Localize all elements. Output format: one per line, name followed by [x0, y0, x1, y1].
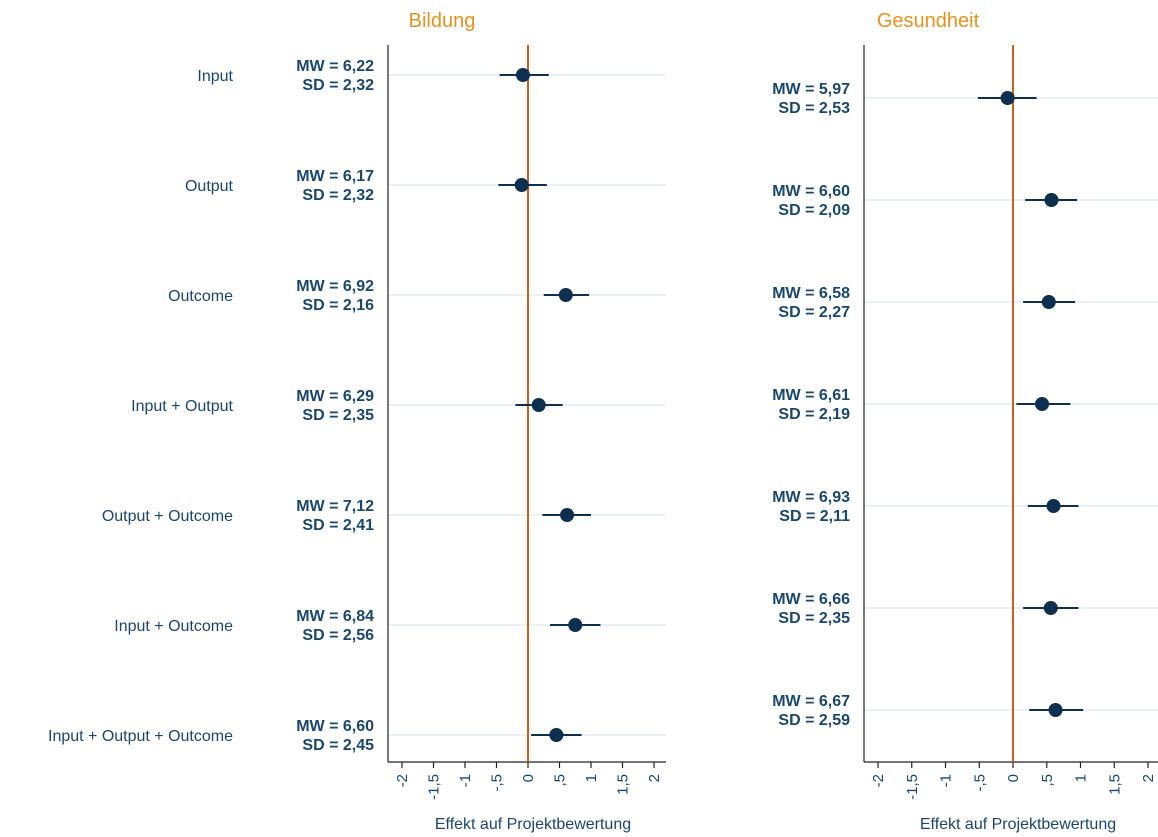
mean-label: MW = 6,22 — [296, 58, 374, 75]
sd-label: SD = 2,27 — [778, 304, 850, 321]
x-tick-label: -1 — [938, 774, 955, 787]
x-tick-label: -2 — [870, 774, 887, 787]
sd-label: SD = 2,45 — [302, 737, 374, 754]
estimate-point — [1043, 601, 1058, 615]
x-tick-label: -1,5 — [426, 774, 443, 800]
mean-label: MW = 6,61 — [772, 387, 850, 404]
estimate-point — [568, 618, 583, 632]
sd-label: SD = 2,56 — [302, 627, 374, 644]
x-tick-label: 1,5 — [1106, 774, 1123, 795]
panel-0: Bildung -2 -1,5 -1 -,5 0 ,5 1 1,5 2 Effekt auf Pro… — [48, 10, 666, 833]
mean-label: MW = 6,92 — [296, 278, 374, 295]
mean-label: MW = 6,60 — [296, 718, 374, 735]
x-tick-label: ,5 — [552, 774, 569, 787]
mean-label: MW = 6,67 — [772, 693, 850, 710]
estimate-point — [1035, 397, 1050, 411]
category-label: Outcome — [168, 288, 233, 305]
x-tick-label: 0 — [1005, 774, 1022, 782]
x-axis-title: Effekt auf Projektbewertung — [920, 816, 1116, 833]
category-label: Input + Outcome — [114, 618, 233, 635]
x-tick-label: -1,5 — [904, 774, 921, 800]
estimate-point — [1000, 91, 1015, 105]
x-tick-label: 1,5 — [615, 774, 632, 795]
category-label: Output — [185, 178, 234, 195]
x-axis-title: Effekt auf Projektbewertung — [435, 816, 631, 833]
x-tick-label: 1 — [583, 774, 600, 782]
mean-label: MW = 6,17 — [296, 168, 374, 185]
category-label: Input — [197, 68, 233, 85]
sd-label: SD = 2,11 — [779, 508, 850, 525]
estimate-point — [515, 68, 530, 82]
x-tick-label: -,5 — [971, 774, 988, 792]
estimate-point — [514, 178, 529, 192]
x-tick-label: 0 — [520, 774, 537, 782]
sd-label: SD = 2,59 — [778, 712, 850, 729]
sd-label: SD = 2,09 — [778, 202, 850, 219]
mean-label: MW = 6,93 — [772, 489, 850, 506]
panel-title: Gesundheit — [877, 10, 980, 32]
x-tick-label: ,5 — [1039, 774, 1056, 787]
estimate-point — [1048, 703, 1063, 717]
estimate-point — [549, 728, 564, 742]
x-tick-label: -2 — [394, 774, 411, 787]
mean-label: MW = 7,12 — [296, 498, 374, 515]
mean-label: MW = 6,58 — [772, 285, 850, 302]
x-tick-label: 2 — [646, 774, 663, 782]
x-tick-label: 1 — [1073, 774, 1090, 782]
mean-label: MW = 6,29 — [296, 388, 374, 405]
estimate-point — [560, 508, 575, 522]
x-tick-label: 2 — [1140, 774, 1157, 782]
category-label: Input + Output + Outcome — [48, 728, 233, 745]
sd-label: SD = 2,32 — [302, 77, 374, 94]
mean-label: MW = 5,97 — [772, 81, 850, 98]
estimate-point — [1046, 499, 1061, 513]
mean-label: MW = 6,84 — [296, 608, 374, 625]
category-label: Input + Output — [131, 398, 233, 415]
sd-label: SD = 2,35 — [302, 407, 374, 424]
category-label: Output + Outcome — [102, 508, 233, 525]
sd-label: SD = 2,32 — [302, 187, 374, 204]
sd-label: SD = 2,35 — [778, 610, 850, 627]
estimate-point — [558, 288, 573, 302]
mean-label: MW = 6,66 — [772, 591, 850, 608]
x-tick-label: -,5 — [489, 774, 506, 792]
x-tick-label: -1 — [457, 774, 474, 787]
estimate-point — [1041, 295, 1056, 309]
sd-label: SD = 2,19 — [778, 406, 850, 423]
sd-label: SD = 2,41 — [302, 517, 374, 534]
mean-label: MW = 6,60 — [772, 183, 850, 200]
estimate-point — [531, 398, 546, 412]
panel-title: Bildung — [409, 10, 476, 32]
panel-1: Gesundheit -2 -1,5 -1 -,5 0 ,5 1 1,5 2 Effekt auf … — [772, 10, 1158, 833]
estimate-point — [1044, 193, 1059, 207]
sd-label: SD = 2,16 — [302, 297, 374, 314]
sd-label: SD = 2,53 — [778, 100, 850, 117]
